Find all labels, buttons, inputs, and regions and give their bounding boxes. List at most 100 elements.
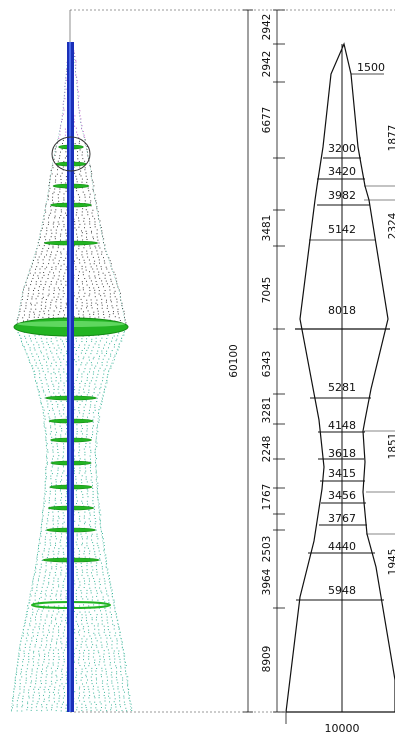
mesh-dot: [47, 605, 49, 607]
mesh-dot: [65, 88, 67, 90]
mesh-dot: [104, 697, 106, 699]
mesh-dot: [109, 314, 111, 316]
mesh-dot: [43, 700, 45, 702]
mesh-dot: [47, 554, 49, 556]
mesh-dot: [73, 200, 75, 202]
mesh-dot: [82, 208, 84, 210]
base-width-label: 10000: [325, 722, 360, 735]
mesh-dot: [81, 251, 83, 253]
mesh-dot: [97, 485, 99, 487]
mesh-dot: [59, 425, 61, 427]
mesh-dot: [78, 220, 80, 222]
mesh-dot: [48, 610, 50, 612]
mesh-dot: [93, 545, 95, 547]
mesh-dot: [110, 583, 112, 585]
mesh-dot: [106, 307, 108, 309]
mesh-dot: [101, 362, 103, 363]
mesh-dot: [81, 281, 83, 283]
mesh-dot: [25, 284, 27, 286]
mesh-dot: [97, 599, 99, 601]
mesh-dot: [79, 262, 81, 264]
mesh-dot: [76, 569, 78, 570]
mesh-dot: [55, 682, 57, 684]
mesh-dot: [76, 598, 78, 600]
mesh-dot: [88, 691, 90, 693]
mesh-dot: [58, 584, 60, 586]
mesh-dot: [39, 572, 41, 574]
mesh-dot: [91, 535, 92, 537]
mesh-dot: [30, 676, 32, 678]
mesh-dot: [59, 490, 61, 492]
mesh-dot: [77, 91, 79, 93]
mesh-dot: [104, 262, 106, 264]
mesh-dot: [27, 295, 29, 297]
mesh-dot: [74, 389, 76, 391]
mesh-dot: [115, 676, 117, 678]
right-edge-label-2: 2324: [387, 212, 395, 239]
mesh-dot: [95, 461, 96, 463]
mesh-dot: [63, 635, 65, 637]
mesh-dot: [75, 59, 77, 61]
mesh-dot: [94, 553, 96, 555]
mesh-dot: [57, 511, 59, 513]
mesh-dot: [80, 643, 82, 645]
mesh-dot: [96, 533, 98, 535]
mesh-dot: [51, 352, 53, 354]
mesh-dot: [84, 200, 86, 202]
mesh-dot: [90, 451, 92, 453]
ring-width-labels: 3200 3420 3982 5142 8018 5281 4148 3618 …: [328, 142, 356, 597]
mesh-dot: [20, 671, 22, 673]
mesh-dot: [55, 670, 57, 672]
ring-width-label-13: 5948: [328, 584, 356, 597]
mesh-dot: [90, 362, 92, 364]
mesh-dot: [31, 670, 33, 672]
mesh-dot: [51, 683, 53, 685]
mesh-dot: [114, 344, 115, 346]
mesh-dot: [93, 515, 95, 516]
mesh-dot: [54, 155, 56, 156]
mesh-dot: [34, 592, 36, 594]
mesh-dot: [41, 520, 43, 522]
mesh-dot: [31, 614, 33, 616]
mesh-dot: [46, 341, 48, 343]
mesh-dot: [17, 658, 19, 660]
mesh-dot: [57, 692, 59, 694]
mesh-dot: [96, 646, 98, 648]
mesh-dot: [109, 343, 111, 345]
mesh-dot: [79, 686, 81, 688]
mesh-dot: [93, 238, 94, 240]
mesh-dot: [60, 352, 62, 354]
mesh-dot: [103, 661, 105, 663]
mesh-dot: [28, 658, 30, 660]
mesh-dot: [96, 542, 98, 544]
mesh-dot: [90, 470, 91, 472]
mesh-dot: [61, 668, 63, 670]
mesh-dot: [66, 491, 68, 493]
mesh-dot: [92, 503, 94, 505]
mesh-dot: [90, 404, 92, 406]
mesh-dot: [84, 583, 86, 585]
mesh-dot: [88, 632, 90, 634]
mesh-dot: [86, 488, 88, 490]
mesh-dot: [109, 296, 111, 298]
mesh-dot: [101, 616, 103, 618]
mesh-dot: [66, 68, 68, 70]
mesh-dot: [32, 278, 34, 279]
mesh-dot: [103, 625, 105, 627]
mesh-dot: [92, 644, 94, 646]
mesh-dot: [88, 611, 90, 613]
mesh-dot: [110, 616, 112, 618]
mesh-dot: [33, 691, 35, 693]
mesh-dot: [105, 280, 107, 282]
mesh-dot: [21, 676, 23, 678]
mesh-dot: [97, 304, 99, 306]
mesh-dot: [47, 196, 49, 198]
mesh-dot: [101, 613, 103, 615]
mesh-dot: [76, 400, 78, 402]
mesh-dot: [45, 491, 47, 492]
mesh-dot: [81, 617, 83, 619]
mesh-dot: [43, 694, 44, 696]
mesh-dot: [23, 650, 25, 652]
mesh-dot: [32, 611, 34, 613]
mesh-dot: [95, 341, 97, 343]
